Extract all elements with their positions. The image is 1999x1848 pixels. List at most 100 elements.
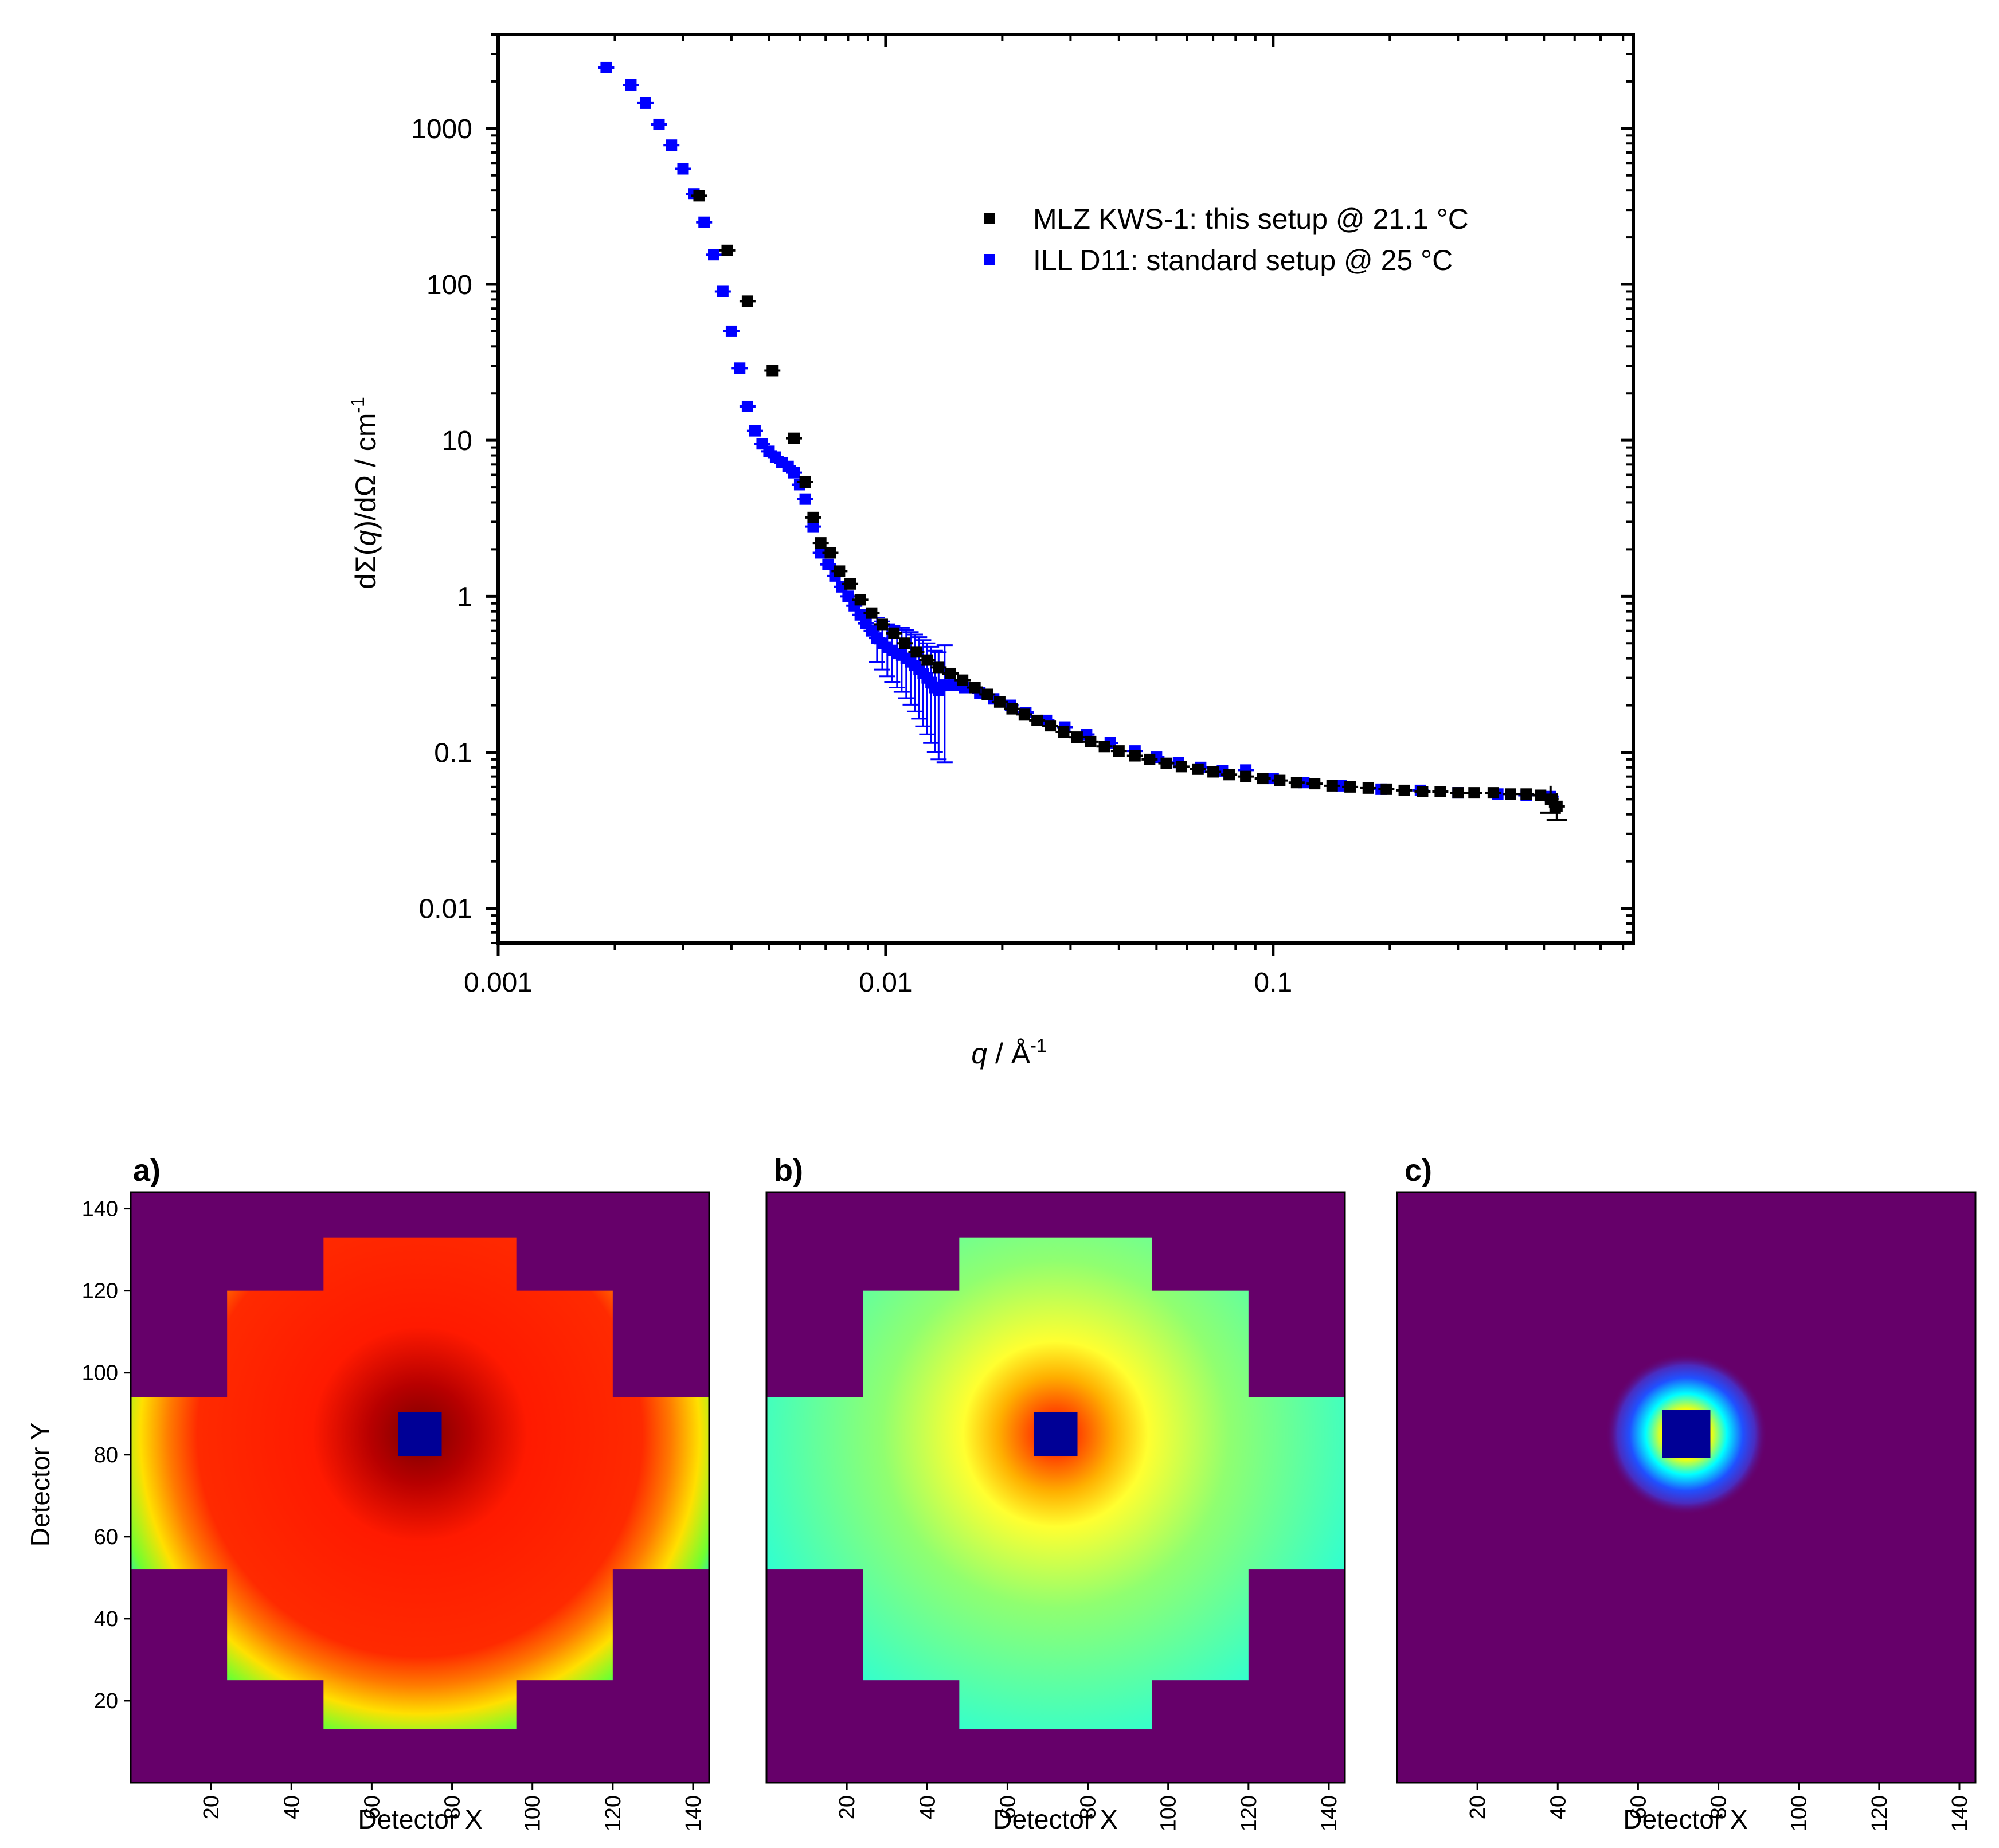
x-axis-title: q / Å-1	[971, 1035, 1046, 1070]
d11-data-point	[653, 118, 665, 130]
detector-region	[959, 1237, 1152, 1730]
d11-data-point	[1335, 780, 1347, 792]
panel-label-b: b)	[774, 1153, 803, 1188]
main-plot-markers	[598, 61, 1567, 821]
d11-data-point	[842, 590, 854, 602]
kws1-data-point	[1362, 782, 1374, 794]
detector-y-tick-label: 80	[94, 1443, 118, 1467]
detector-x-tick-label: 40	[280, 1795, 304, 1819]
y-tick-label: 1	[457, 582, 472, 612]
detector-x-tick-label: 80	[441, 1795, 465, 1819]
d11-data-point	[749, 425, 761, 437]
kws1-data-point	[1520, 788, 1532, 800]
kws1-data-point	[807, 511, 819, 523]
kws1-data-point	[1398, 784, 1410, 796]
kws1-data-point	[815, 537, 827, 549]
d11-data-point	[734, 362, 746, 374]
detector-x-tick-label: 20	[199, 1795, 224, 1819]
kws1-data-point	[1417, 786, 1429, 798]
panel-label-a: a)	[133, 1153, 161, 1188]
kws1-data-point	[1434, 786, 1446, 798]
kws1-data-point	[1006, 703, 1018, 715]
kws1-data-point	[1290, 777, 1302, 789]
d11-data-point	[698, 216, 710, 228]
detector-y-tick-label: 120	[82, 1279, 118, 1303]
beamstop	[398, 1412, 442, 1457]
legend-marker-kws1	[984, 213, 995, 224]
kws1-data-point	[1160, 757, 1172, 769]
kws1-data-point	[993, 696, 1006, 708]
kws1-data-point	[1045, 720, 1057, 732]
d11-data-point	[666, 139, 678, 151]
kws1-data-point	[969, 682, 981, 694]
detector-x-tick-label: 100	[521, 1795, 545, 1831]
detector-x-tick-label: 40	[1546, 1795, 1570, 1819]
x-tick-label: 0.1	[1254, 968, 1292, 998]
detector-region	[323, 1237, 517, 1730]
kws1-data-point	[944, 667, 956, 679]
kws1-data-point	[1274, 774, 1286, 786]
kws1-data-point	[741, 295, 753, 307]
kws1-data-point	[921, 654, 933, 666]
beamstop	[1662, 1410, 1711, 1459]
kws1-data-point	[1257, 773, 1269, 785]
detector-x-tick-label: 140	[682, 1795, 706, 1831]
kws1-data-point	[933, 661, 945, 674]
x-tick-label: 0.001	[464, 968, 533, 998]
legend-label-kws1: MLZ KWS-1: this setup @ 21.1 °C	[1033, 203, 1469, 235]
kws1-data-point	[1551, 800, 1563, 812]
kws1-data-point	[1380, 783, 1392, 795]
detector-x-tick-label: 60	[1626, 1795, 1650, 1819]
y-tick-label: 100	[427, 270, 472, 300]
kws1-data-point	[957, 674, 969, 686]
d11-data-point	[799, 493, 811, 505]
legend-label-d11: ILL D11: standard setup @ 25 °C	[1033, 244, 1453, 276]
kws1-data-point	[1452, 787, 1464, 799]
detector-x-tick-label: 60	[996, 1795, 1020, 1819]
x-tick-label: 0.01	[859, 968, 912, 998]
detector-panel-a: 20 40 60 80 100 120 140 20 40 60 80 100 120 140	[82, 1191, 710, 1831]
y-tick-label: 0.01	[419, 894, 472, 925]
d11-data-point	[741, 400, 753, 412]
d11-data-point	[807, 520, 819, 533]
d11-data-point	[938, 679, 950, 691]
heatmap-frame	[1396, 1191, 1977, 1784]
kws1-data-point	[1207, 766, 1219, 778]
detector-x-tick-label: 100	[1787, 1795, 1812, 1831]
kws1-data-point	[1071, 731, 1083, 743]
detector-x-title-a: Detector X	[358, 1804, 482, 1834]
d11-data-point	[677, 163, 689, 175]
legend: MLZ KWS-1: this setup @ 21.1 °C ILL D11:…	[984, 203, 1469, 276]
d11-data-point	[725, 325, 737, 337]
kws1-data-point	[1085, 735, 1097, 747]
detector-y-title: Detector Y	[25, 1423, 55, 1546]
kws1-data-point	[799, 476, 811, 488]
detector-panel-b: 20 40 60 80 100 120 140	[765, 1191, 1346, 1831]
kws1-data-point	[1326, 780, 1338, 792]
d11-data-point	[815, 547, 827, 559]
kws1-data-point	[693, 190, 705, 202]
heatmap-frame	[130, 1191, 710, 1784]
kws1-data-point	[1113, 745, 1125, 757]
detector-x-tick-label: 60	[360, 1795, 384, 1819]
detector-x-tick-label: 100	[1157, 1795, 1181, 1831]
detector-x-tick-label: 140	[1317, 1795, 1341, 1831]
kws1-data-point	[1468, 787, 1480, 799]
detector-y-tick-label: 20	[94, 1689, 118, 1713]
heatmap-frame	[765, 1191, 1346, 1784]
detector-x-tick-label: 20	[1466, 1795, 1490, 1819]
kws1-data-point	[876, 618, 888, 631]
main-plot-ticks: 0.001 0.01 0.1 0.01 0.1 1 10 100 1000	[411, 33, 1633, 998]
kws1-data-point	[899, 637, 911, 649]
kws1-data-point	[1129, 750, 1141, 762]
d11-data-point	[822, 558, 834, 570]
legend-marker-d11	[984, 254, 995, 265]
detector-x-tick-label: 80	[1077, 1795, 1101, 1819]
kws1-data-point	[834, 565, 846, 577]
kws1-data-point	[1175, 761, 1187, 773]
d11-data-point	[708, 249, 720, 261]
kws1-data-point	[1223, 769, 1235, 781]
detector-x-title-c: Detector X	[1623, 1804, 1747, 1834]
kws1-data-point	[1192, 763, 1204, 775]
